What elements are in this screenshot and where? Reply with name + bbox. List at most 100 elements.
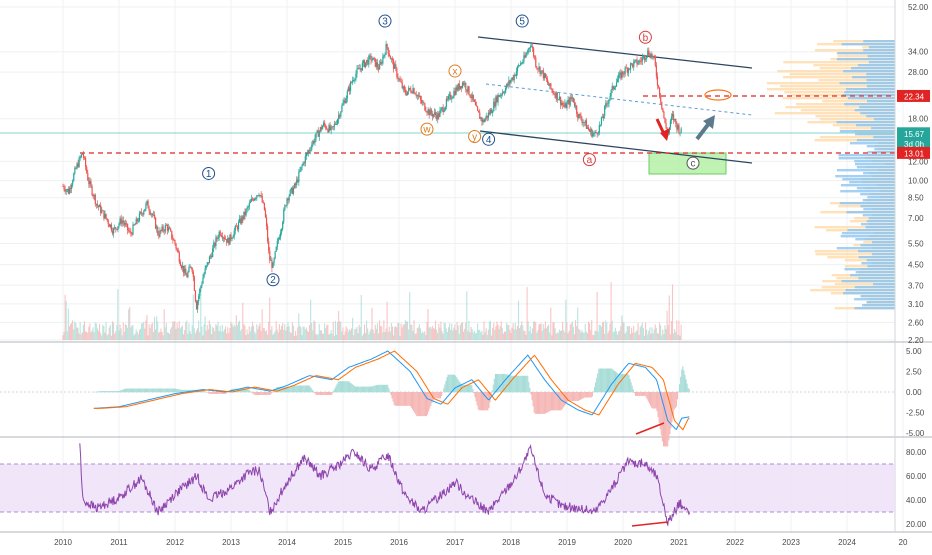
macd-hist-bar (267, 392, 268, 395)
candle-body (173, 240, 174, 241)
macd-hist-bar (126, 389, 127, 393)
macd-hist-bar (551, 392, 552, 410)
candle-body (277, 241, 278, 247)
candle-body (530, 47, 531, 48)
candle-body (235, 226, 236, 231)
macd-hist-bar (682, 366, 683, 392)
volume-bar (214, 331, 215, 340)
volume-bar (676, 320, 677, 340)
candle-body (258, 195, 259, 196)
candle-body (171, 231, 172, 239)
candle-body (579, 114, 580, 115)
candle-body (291, 188, 292, 190)
volume-bar (353, 335, 354, 340)
macd-hist-bar (426, 392, 427, 416)
macd-hist-bar (370, 387, 371, 393)
macd-hist-bar (135, 389, 136, 393)
volume-bar (608, 331, 609, 340)
volume-bar (398, 323, 399, 340)
candle-body (492, 111, 493, 113)
candle-body (557, 93, 558, 100)
candle-body (636, 60, 637, 65)
macd-hist-bar (354, 386, 355, 392)
macd-hist-bar (500, 374, 501, 392)
candle-body (602, 117, 603, 118)
candle-body (265, 210, 266, 217)
volume-bar (320, 330, 321, 340)
candle-body (573, 98, 574, 103)
candle-body (363, 60, 364, 63)
volume-bar (603, 322, 604, 340)
candle-body (657, 76, 658, 85)
candle-body (558, 99, 559, 100)
macd-hist-bar (109, 391, 110, 392)
volume-bar (281, 326, 282, 340)
volume-bar (336, 335, 337, 340)
volume-bar (605, 320, 606, 340)
volume-bar (277, 329, 278, 340)
volume-bar (537, 330, 538, 340)
volume-bar (670, 334, 671, 340)
macd-hist-bar (677, 392, 678, 399)
candle-body (585, 120, 586, 122)
volume-bar (385, 329, 386, 340)
macd-hist-bar (294, 386, 295, 393)
macd-hist-bar (344, 381, 345, 392)
volume-bar (119, 325, 120, 340)
volume-bar (673, 333, 674, 340)
volume-bar (528, 321, 529, 340)
volume-profile-bar (867, 301, 895, 303)
candle-body (312, 141, 313, 145)
macd-hist-bar (636, 392, 637, 396)
volume-profile-bar (866, 115, 895, 117)
candle-body (301, 165, 302, 167)
volume-bar (221, 331, 222, 340)
volume-bar (367, 329, 368, 340)
candle-body (645, 59, 646, 60)
candle-body (675, 119, 676, 123)
candle-body (80, 157, 81, 158)
macd-hist-bar (365, 387, 366, 393)
volume-bar (89, 323, 90, 340)
volume-bar (227, 327, 228, 340)
volume-profile-bar (843, 292, 895, 294)
volume-bar (117, 289, 118, 340)
volume-bar (648, 331, 649, 340)
volume-bar (371, 308, 372, 340)
macd-hist-bar (100, 391, 101, 392)
macd-hist-bar (163, 389, 164, 393)
volume-profile-bar (858, 64, 895, 66)
candle-body (460, 86, 461, 89)
volume-profile-bar (869, 61, 895, 63)
macd-hist-bar (498, 374, 499, 392)
macd-hist-bar (160, 389, 161, 393)
volume-bar (315, 334, 316, 340)
candle-body (161, 227, 162, 231)
macd-hist-bar (409, 392, 410, 406)
candle-body (150, 211, 151, 214)
candle-body (336, 124, 337, 125)
volume-bar (478, 330, 479, 340)
candle-body (678, 125, 679, 133)
volume-bar (668, 325, 669, 340)
candle-body (242, 216, 243, 219)
macd-hist-bar (360, 387, 361, 393)
volume-bar (163, 335, 164, 340)
macd-hist-bar (526, 376, 527, 393)
volume-bar (360, 327, 361, 340)
candle-body (607, 104, 608, 105)
macd-hist-bar (435, 392, 436, 398)
macd-hist-bar (261, 392, 262, 395)
rsi-tick-label: 40.00 (906, 496, 927, 505)
volume-bar (479, 330, 480, 340)
macd-hist-bar (136, 389, 137, 393)
macd-hist-bar (311, 388, 312, 392)
volume-bar (434, 329, 435, 340)
candle-body (158, 235, 159, 237)
candle-body (318, 130, 319, 136)
candle-body (182, 266, 183, 268)
volume-bar (310, 300, 311, 340)
volume-bar (550, 308, 551, 340)
volume-bar (401, 324, 402, 340)
